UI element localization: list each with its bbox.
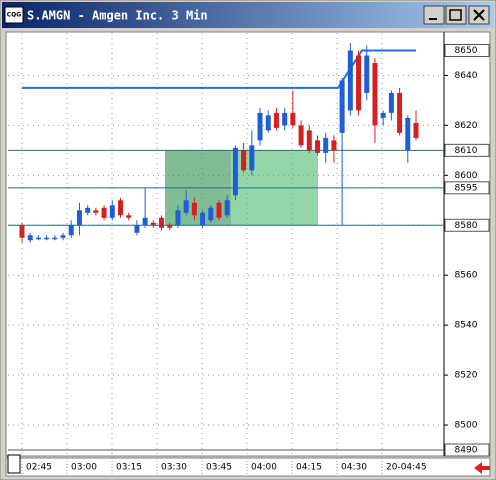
x-tick-label: 04:00 [251, 463, 277, 473]
candle-body [232, 147, 238, 196]
maximize-button[interactable] [445, 5, 467, 25]
x-tick-label: 03:30 [161, 463, 187, 473]
level-box [444, 218, 490, 232]
level-box [444, 443, 490, 457]
candle-body [356, 55, 362, 111]
candle-body [134, 225, 140, 233]
y-tick-label: 8560 [455, 271, 478, 281]
level-label: 8650 [455, 46, 478, 56]
candle-body [290, 112, 296, 126]
candle-body [323, 137, 329, 153]
candle-body [380, 112, 386, 118]
candle-body [118, 200, 123, 216]
title-bar [2, 2, 494, 28]
scroll-arrow[interactable] [474, 462, 490, 474]
candle-body [126, 215, 132, 218]
candle-body [241, 150, 247, 171]
candle-body [257, 112, 263, 141]
candle-body [347, 50, 353, 111]
window-title: S.AMGN - Amgen Inc. 3 Min [27, 9, 208, 23]
chart-area [5, 31, 491, 457]
candle-body [19, 225, 25, 238]
candle-body [298, 125, 304, 146]
x-tick-label: 20-04:45 [386, 463, 427, 473]
candle-body [388, 92, 394, 113]
candle-body [405, 117, 411, 151]
level-label: 8580 [455, 221, 478, 231]
plot: 8640 8620 8600 8580 8560 8540 8520 8500 02:45 03:… [8, 33, 490, 476]
candle-body [224, 200, 230, 216]
candle-body [167, 225, 173, 228]
level-label: 8610 [455, 146, 478, 156]
y-tick-label: 8500 [455, 421, 478, 431]
level-label: 8490 [455, 446, 478, 456]
x-tick-label: 02:45 [26, 463, 52, 473]
candle-body [265, 115, 271, 131]
icon-label: CQG [7, 12, 22, 19]
candle-body [200, 212, 206, 226]
candle-body [44, 237, 50, 240]
candle-body [159, 217, 165, 228]
y-tick-label: 8600 [455, 171, 478, 181]
candle-body [76, 210, 82, 226]
candle-body [52, 237, 58, 240]
candle-body [315, 140, 320, 153]
y-tick-label: 8520 [455, 371, 478, 381]
candle-body [85, 207, 91, 213]
candle-body [397, 92, 403, 133]
level-box [444, 143, 490, 157]
y-tick-label: 8540 [455, 321, 478, 331]
scroll-box[interactable] [7, 454, 21, 474]
candle-body [339, 80, 345, 133]
minimize-button[interactable] [423, 5, 445, 25]
candle-body [282, 112, 288, 126]
close-button[interactable] [468, 5, 490, 25]
level-box [444, 43, 490, 57]
candle-body [93, 210, 99, 213]
level-box [444, 181, 490, 195]
candle-body [68, 225, 74, 236]
y-tick-label: 8640 [455, 71, 478, 81]
candle-body [306, 130, 312, 151]
candle-body [150, 222, 156, 226]
candle-body [142, 217, 148, 226]
candle-body [109, 205, 115, 218]
candle-body [183, 200, 189, 213]
candle-body [273, 112, 279, 128]
app-icon [4, 6, 24, 24]
candle-body [101, 207, 107, 218]
candle-body [413, 122, 419, 138]
candle-body [249, 145, 255, 171]
candle-body [175, 210, 181, 226]
y-tick-label: 8620 [455, 121, 478, 131]
candle-body [27, 235, 33, 241]
candle-body [364, 55, 370, 93]
candle-body [216, 202, 222, 218]
candle-body [191, 202, 197, 216]
candle-body [208, 207, 214, 221]
x-tick-label: 04:15 [296, 463, 322, 473]
x-tick-label: 03:15 [116, 463, 142, 473]
candle-body [331, 140, 337, 151]
x-tick-label: 03:00 [71, 463, 97, 473]
candle-body [60, 235, 66, 238]
candle-body [372, 62, 378, 126]
x-tick-label: 04:30 [341, 463, 367, 473]
x-tick-label: 03:45 [206, 463, 232, 473]
level-label: 8595 [455, 183, 478, 193]
candle-body [35, 237, 41, 240]
